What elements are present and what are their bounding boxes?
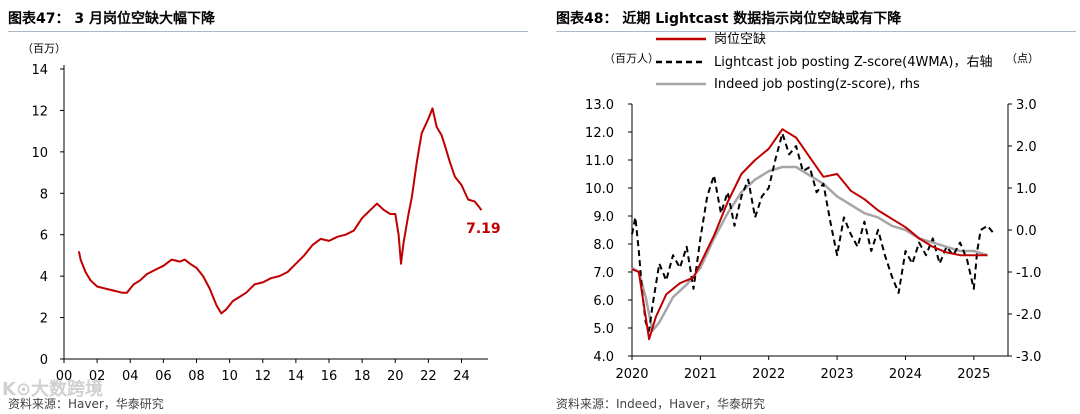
right-x-tick-label: 2023 (821, 367, 854, 382)
left-x-tick-label: 18 (354, 369, 371, 384)
left-x-tick-label: 06 (155, 369, 172, 384)
right-y-tick-label: 6.0 (593, 294, 614, 309)
right-y-tick-label: 13.0 (585, 98, 614, 113)
left-x-tick-label: 02 (89, 369, 106, 384)
left-x-tick-label: 04 (122, 369, 139, 384)
left-y-tick-label: 0 (40, 353, 48, 368)
legend-item-indeed-label: Indeed job posting(z-score), rhs (714, 77, 920, 92)
left-x-tick-label: 00 (56, 369, 73, 384)
left-x-tick-label: 12 (254, 369, 271, 384)
left-panel: 图表47： 3 月岗位空缺大幅下降 （百万） 0 2 4 6 8 10 12 14 00 02 04 0… (8, 11, 528, 411)
left-x-tick-label: 16 (321, 369, 338, 384)
right-series-line-indeed (631, 165, 988, 333)
right-y2-tick-label: 2.0 (1016, 140, 1037, 155)
right-source: 资料来源：Indeed，Haver，华泰研究 (556, 397, 765, 411)
right-y-tick-label: 8.0 (593, 238, 614, 253)
right-x-tick-label: 2021 (684, 367, 717, 382)
right-y2-tick-label: 0.0 (1016, 224, 1037, 239)
right-y-tick-label: 5.0 (593, 322, 614, 337)
left-y-tick-label: 14 (31, 63, 48, 78)
watermark: K⊙大数跨境 (2, 379, 104, 400)
left-y-tick-label: 6 (40, 229, 48, 244)
right-chart: （百万人） （点） 4.0 5.0 6.0 7.0 8.0 9.0 10.0 11.0 12.0 13… (585, 32, 1041, 382)
left-y-tick-label: 4 (40, 270, 48, 285)
right-x-tick-label: 2022 (752, 367, 785, 382)
legend-item-job-openings-label: 岗位空缺 (714, 32, 766, 47)
right-x-tick-label: 2020 (615, 367, 648, 382)
right-unit-label-right: （点） (1006, 52, 1039, 65)
left-end-value-label: 7.19 (466, 221, 501, 237)
right-y2-tick-label: -2.0 (1016, 308, 1041, 323)
left-source: 资料来源：Haver，华泰研究 (8, 397, 164, 411)
right-y2-tick-label: 3.0 (1016, 98, 1037, 113)
left-x-tick-label: 10 (221, 369, 238, 384)
right-y2-tick-label: -1.0 (1016, 266, 1041, 281)
right-y-tick-label: 11.0 (585, 154, 614, 169)
right-title-rule (556, 31, 1076, 32)
left-x-tick-label: 22 (420, 369, 437, 384)
left-unit-label: （百万） (22, 42, 66, 55)
left-x-tick-label: 14 (288, 369, 305, 384)
right-y-tick-label: 9.0 (593, 210, 614, 225)
left-y-tick-label: 10 (31, 146, 48, 161)
left-x-tick-label: 24 (453, 369, 470, 384)
left-title-rule (8, 31, 528, 32)
left-series-line-job-openings (77, 107, 483, 315)
right-unit-label-left: （百万人） (604, 52, 659, 65)
right-series-line-job-openings (631, 128, 988, 341)
right-y-tick-label: 10.0 (585, 182, 614, 197)
left-x-tick-label: 08 (188, 369, 205, 384)
right-y2-tick-label: 1.0 (1016, 182, 1037, 197)
right-y-tick-label: 12.0 (585, 126, 614, 141)
left-y-tick-label: 8 (40, 187, 48, 202)
right-y-tick-label: 7.0 (593, 266, 614, 281)
left-x-tick-label: 20 (387, 369, 404, 384)
left-y-tick-label: 2 (40, 312, 48, 327)
left-y-tick-label: 12 (31, 104, 48, 119)
right-chart-title: 图表48： 近期 Lightcast 数据指示岗位空缺或有下降 (556, 11, 902, 27)
right-x-tick-label: 2025 (957, 367, 990, 382)
legend-item-lightcast-label: Lightcast job posting Z-score(4WMA)，右轴 (714, 55, 993, 70)
right-x-tick-label: 2024 (889, 367, 922, 382)
right-y2-tick-label: -3.0 (1016, 350, 1041, 365)
left-chart-title: 图表47： 3 月岗位空缺大幅下降 (8, 11, 215, 27)
right-y-tick-label: 4.0 (593, 350, 614, 365)
right-panel: 图表48： 近期 Lightcast 数据指示岗位空缺或有下降 （百万人） （点）… (548, 0, 1080, 414)
